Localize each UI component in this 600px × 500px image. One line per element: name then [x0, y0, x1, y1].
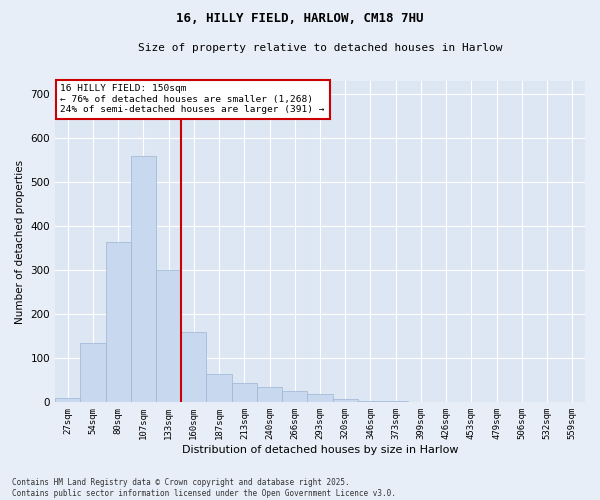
Y-axis label: Number of detached properties: Number of detached properties [15, 160, 25, 324]
Text: 16 HILLY FIELD: 150sqm
← 76% of detached houses are smaller (1,268)
24% of semi-: 16 HILLY FIELD: 150sqm ← 76% of detached… [61, 84, 325, 114]
Bar [282, 392, 307, 402]
Bar [156, 270, 181, 402]
Bar [206, 374, 232, 402]
Bar [131, 156, 156, 402]
Bar [332, 399, 358, 402]
Bar [232, 382, 257, 402]
X-axis label: Distribution of detached houses by size in Harlow: Distribution of detached houses by size … [182, 445, 458, 455]
Text: 16, HILLY FIELD, HARLOW, CM18 7HU: 16, HILLY FIELD, HARLOW, CM18 7HU [176, 12, 424, 26]
Bar [257, 387, 282, 402]
Text: Contains HM Land Registry data © Crown copyright and database right 2025.
Contai: Contains HM Land Registry data © Crown c… [12, 478, 396, 498]
Bar [106, 242, 131, 402]
Bar [358, 400, 383, 402]
Bar [181, 332, 206, 402]
Bar [307, 394, 332, 402]
Bar [80, 343, 106, 402]
Title: Size of property relative to detached houses in Harlow: Size of property relative to detached ho… [138, 42, 502, 52]
Bar [55, 398, 80, 402]
